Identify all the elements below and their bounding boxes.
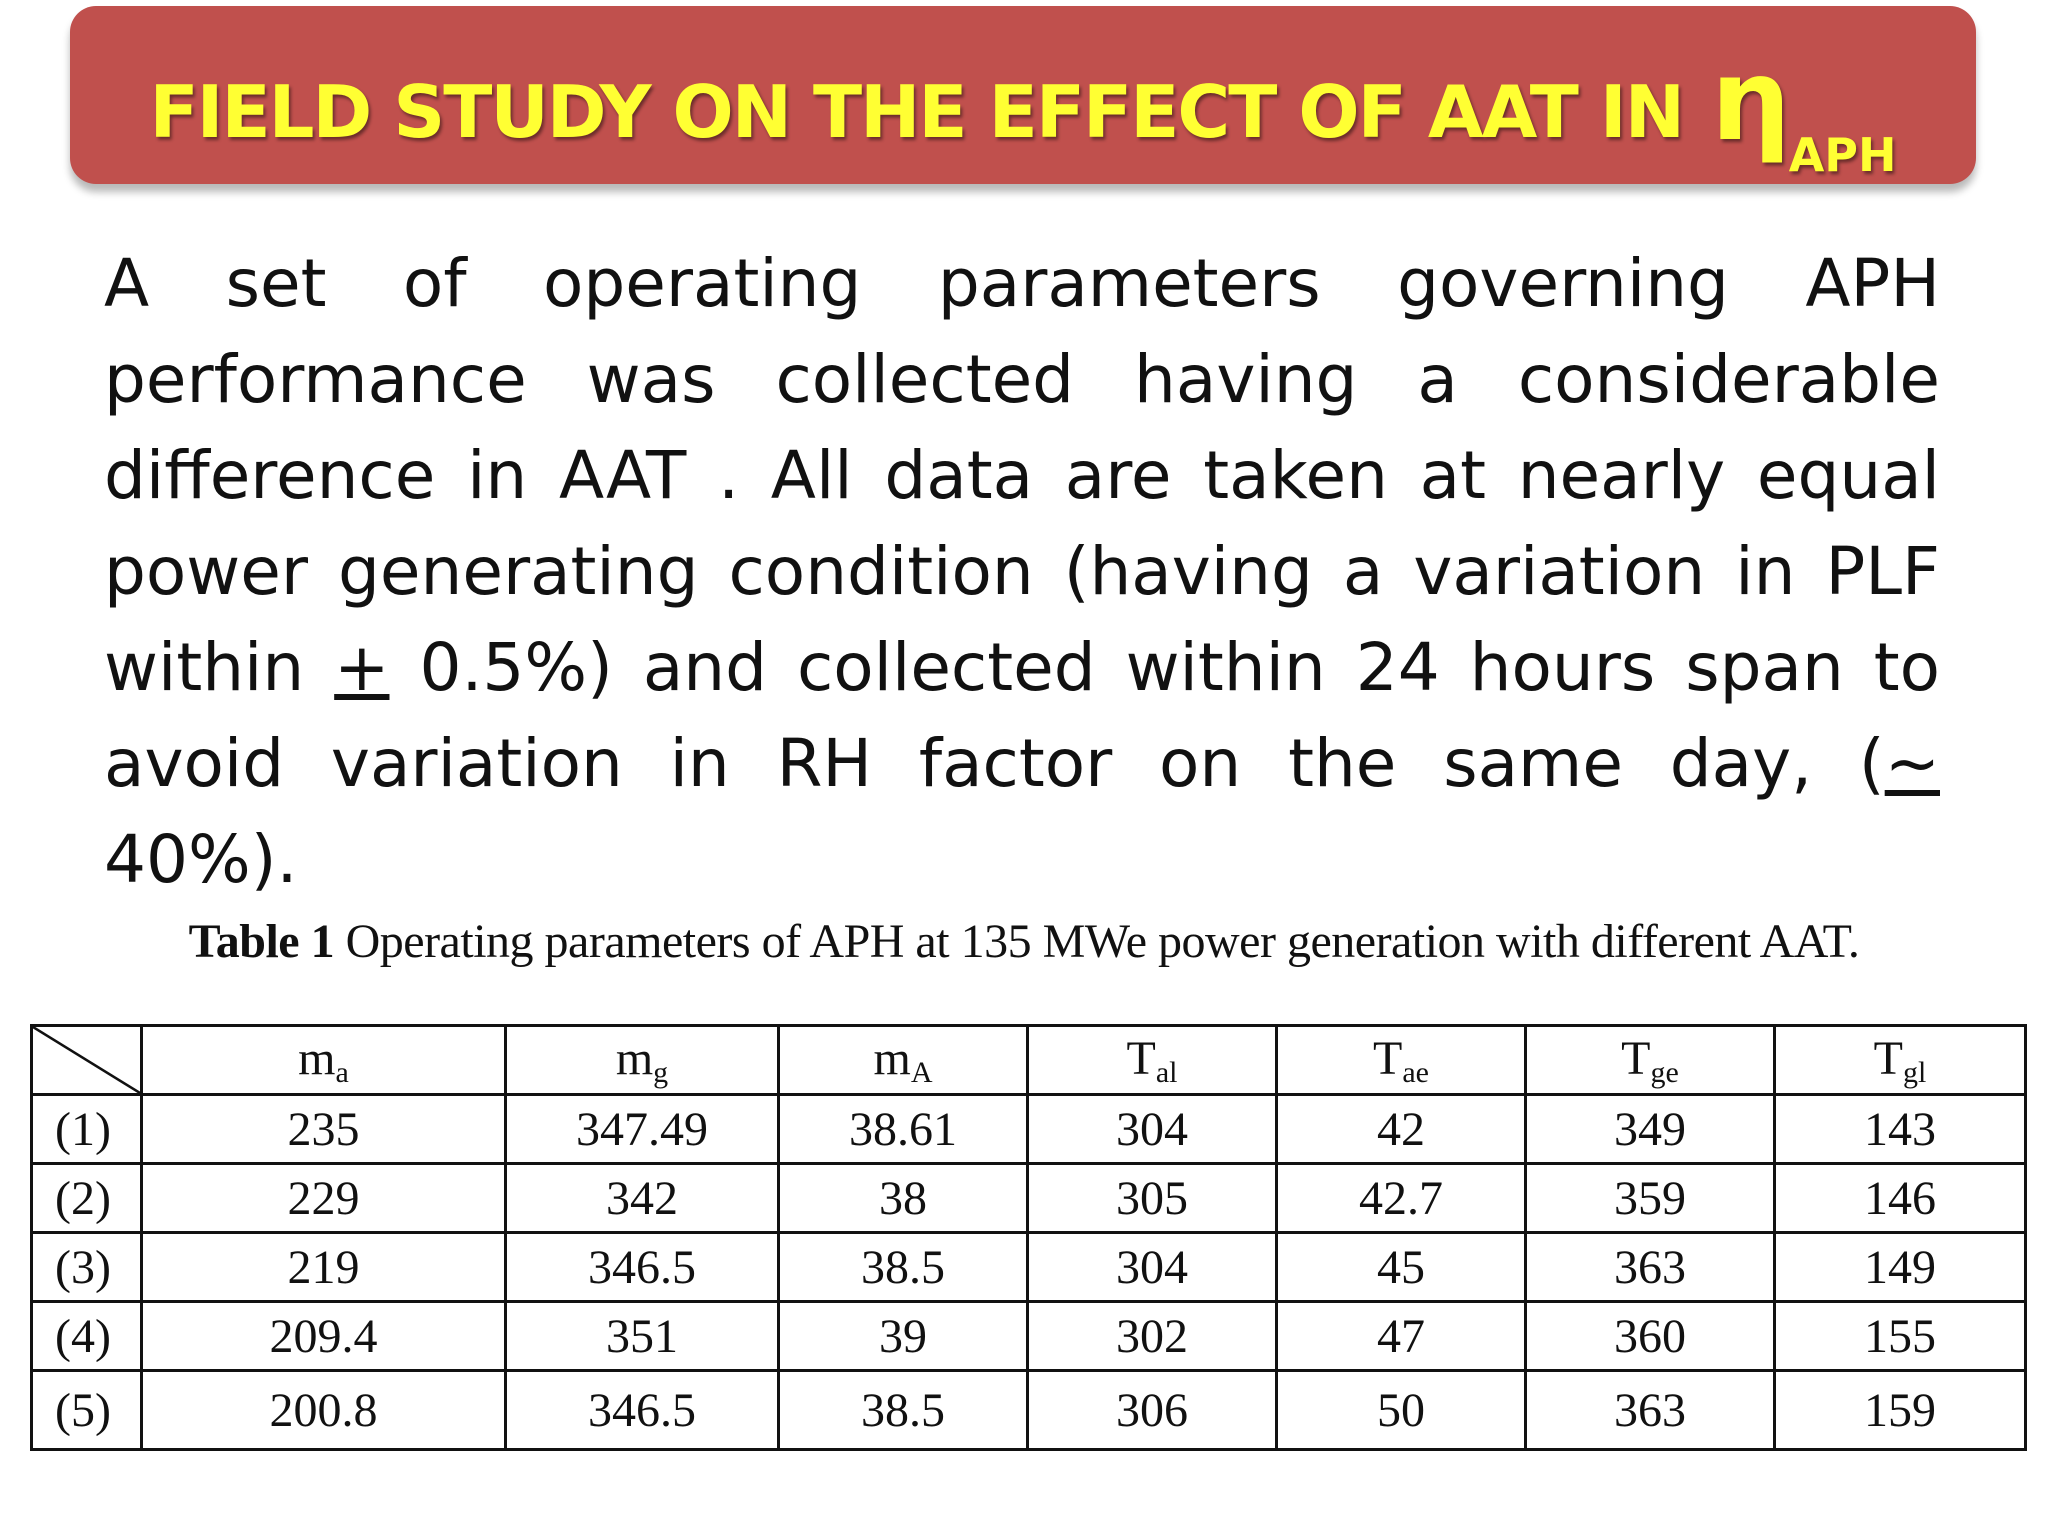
title-main: FIELD STUDY ON THE EFFECT OF AAT IN <box>149 70 1684 154</box>
cell-tge: 349 <box>1524 1093 1776 1165</box>
table-caption: Table 1 Operating parameters of APH at 1… <box>0 914 2048 969</box>
header-tge: Tge <box>1524 1024 1776 1096</box>
cell-mA: 38 <box>777 1162 1029 1234</box>
cell-mg: 346.5 <box>504 1231 780 1303</box>
cell-ma: 200.8 <box>140 1369 507 1451</box>
approx-sign: ~ <box>1884 725 1940 802</box>
table-header-row: ma mg mA Tal Tae Tge Tgl <box>30 1024 2027 1096</box>
table-row: (4) 209.4 351 39 302 47 360 155 <box>30 1300 2027 1372</box>
table-row: (2) 229 342 38 305 42.7 359 146 <box>30 1162 2027 1234</box>
cell-tge: 363 <box>1524 1231 1776 1303</box>
row-label: (2) <box>30 1162 143 1234</box>
cell-tal: 304 <box>1026 1093 1278 1165</box>
row-label: (1) <box>30 1093 143 1165</box>
table-row: (5) 200.8 346.5 38.5 306 50 363 159 <box>30 1369 2027 1451</box>
cell-tae: 42 <box>1275 1093 1527 1165</box>
table-row: (3) 219 346.5 38.5 304 45 363 149 <box>30 1231 2027 1303</box>
cell-tgl: 149 <box>1773 1231 2027 1303</box>
cell-mA: 38.61 <box>777 1093 1029 1165</box>
cell-tal: 306 <box>1026 1369 1278 1451</box>
body-part-1: A set of operating parameters governing … <box>104 245 1940 706</box>
body-paragraph: A set of operating parameters governing … <box>104 236 1940 908</box>
plus-minus-sign: + <box>334 629 390 706</box>
cell-mA: 39 <box>777 1300 1029 1372</box>
table-row: (1) 235 347.49 38.61 304 42 349 143 <box>30 1093 2027 1165</box>
cell-tgl: 155 <box>1773 1300 2027 1372</box>
cell-tae: 45 <box>1275 1231 1527 1303</box>
eta-symbol: η <box>1710 36 1791 166</box>
cell-tae: 47 <box>1275 1300 1527 1372</box>
cell-mA: 38.5 <box>777 1369 1029 1451</box>
cell-tal: 305 <box>1026 1162 1278 1234</box>
cell-mA: 38.5 <box>777 1231 1029 1303</box>
cell-tae: 50 <box>1275 1369 1527 1451</box>
cell-tal: 302 <box>1026 1300 1278 1372</box>
header-mA: mA <box>777 1024 1029 1096</box>
cell-ma: 219 <box>140 1231 507 1303</box>
cell-tal: 304 <box>1026 1231 1278 1303</box>
cell-mg: 347.49 <box>504 1093 780 1165</box>
slide-title: FIELD STUDY ON THE EFFECT OF AAT IN ηAPH <box>149 34 1896 182</box>
body-part-3: 40%). <box>104 821 298 898</box>
header-tgl: Tgl <box>1773 1024 2027 1096</box>
body-part-2: 0.5%) and collected within 24 hours span… <box>104 629 1941 802</box>
cell-tge: 360 <box>1524 1300 1776 1372</box>
row-label: (3) <box>30 1231 143 1303</box>
caption-text: Operating parameters of APH at 135 MWe p… <box>334 915 1860 968</box>
cell-tgl: 159 <box>1773 1369 2027 1451</box>
cell-ma: 209.4 <box>140 1300 507 1372</box>
row-label: (5) <box>30 1369 143 1451</box>
cell-tge: 363 <box>1524 1369 1776 1451</box>
cell-tae: 42.7 <box>1275 1162 1527 1234</box>
diagonal-divider <box>33 1027 140 1093</box>
parameters-table: ma mg mA Tal Tae Tge Tgl (1) 235 347.49 … <box>30 1024 2027 1451</box>
cell-tgl: 146 <box>1773 1162 2027 1234</box>
header-tal: Tal <box>1026 1024 1278 1096</box>
header-ma: ma <box>140 1024 507 1096</box>
cell-ma: 229 <box>140 1162 507 1234</box>
eta-subscript: APH <box>1788 128 1897 182</box>
caption-label: Table 1 <box>188 915 335 968</box>
cell-mg: 342 <box>504 1162 780 1234</box>
cell-tgl: 143 <box>1773 1093 2027 1165</box>
row-label: (4) <box>30 1300 143 1372</box>
header-tae: Tae <box>1275 1024 1527 1096</box>
header-mg: mg <box>504 1024 780 1096</box>
cell-ma: 235 <box>140 1093 507 1165</box>
cell-mg: 351 <box>504 1300 780 1372</box>
cell-tge: 359 <box>1524 1162 1776 1234</box>
cell-mg: 346.5 <box>504 1369 780 1451</box>
title-banner: FIELD STUDY ON THE EFFECT OF AAT IN ηAPH <box>70 6 1976 184</box>
corner-cell <box>30 1024 143 1096</box>
